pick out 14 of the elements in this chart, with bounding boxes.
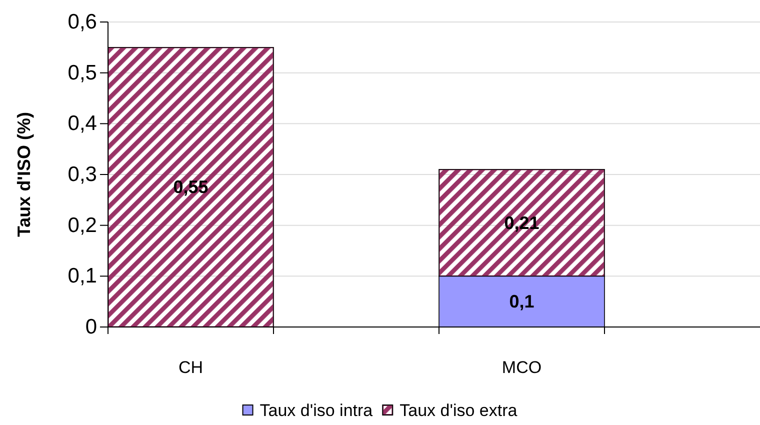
y-tick-label: 0 [85, 316, 97, 338]
y-axis-title: Taux d'ISO (%) [14, 112, 34, 237]
data-label: 0,1 [509, 292, 534, 312]
data-label: 0,55 [173, 177, 208, 198]
y-tick-label: 0,1 [68, 264, 97, 288]
x-tick-label: MCO [502, 358, 542, 376]
legend-label: Taux d'iso intra [260, 400, 374, 420]
y-tick-label: 0,5 [68, 61, 97, 84]
y-tick-label: 0,6 [68, 10, 97, 34]
x-tick-label: CH [178, 358, 204, 376]
y-tick-label: 0,2 [68, 214, 97, 237]
y-tick-label: 0,4 [68, 112, 98, 136]
legend-label: Taux d'iso extra [400, 400, 518, 420]
y-tick-label: 0,3 [68, 163, 97, 186]
